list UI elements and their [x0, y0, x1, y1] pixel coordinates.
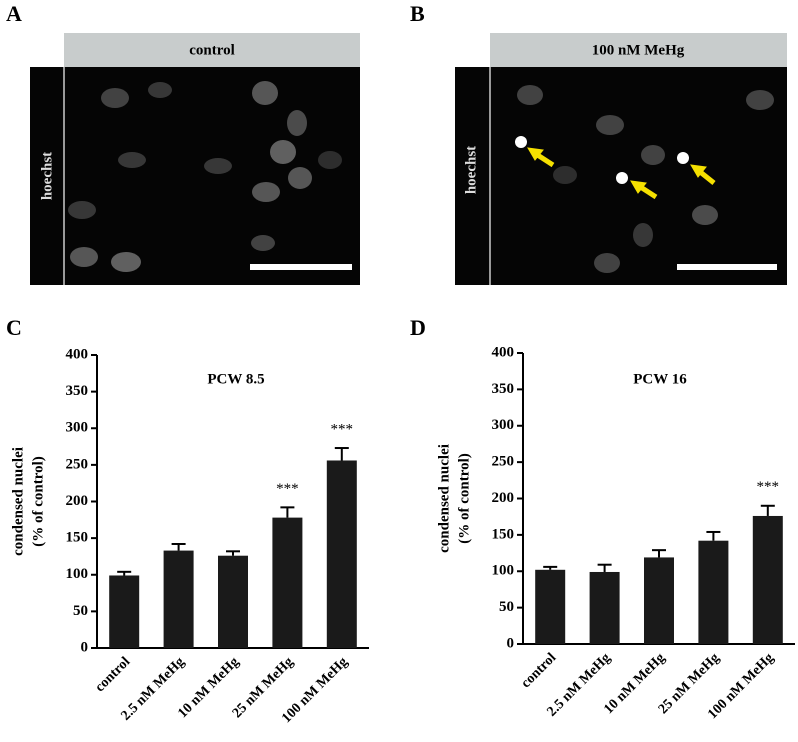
y-tick-label: 350	[492, 381, 515, 397]
bar	[698, 540, 729, 644]
bar	[535, 569, 566, 644]
y-tick-label: 150	[492, 526, 515, 542]
y-tick-label: 50	[73, 603, 88, 619]
significance: ***	[757, 479, 780, 495]
significance: ***	[331, 421, 354, 437]
chart-title: PCW 16	[633, 371, 687, 387]
panel-letter: C	[6, 315, 22, 340]
image-header	[490, 33, 787, 67]
x-tick-label: control	[93, 654, 134, 695]
condensed-nuclei	[515, 136, 689, 184]
y-tick-label: 200	[66, 493, 89, 509]
y-tick-label: 100	[492, 563, 515, 579]
y-tick-label: 400	[66, 346, 89, 362]
y-axis-label: condensed nuclei	[436, 444, 452, 553]
y-tick-label: 250	[492, 454, 515, 470]
y-tick-label: 0	[81, 639, 89, 655]
y-tick-label: 0	[507, 635, 515, 651]
y-axis-label: condensed nuclei	[10, 447, 26, 556]
y-tick-label: 100	[66, 566, 89, 582]
y-axis-label: (% of control)	[456, 453, 472, 544]
bar	[589, 571, 620, 644]
y-tick-label: 200	[492, 490, 515, 506]
bar	[218, 555, 248, 648]
y-tick-label: 400	[492, 344, 515, 360]
nuclei	[68, 81, 342, 272]
stain-label: hoechst	[463, 146, 479, 194]
chart-title: PCW 8.5	[207, 371, 264, 387]
bar	[109, 575, 140, 648]
nuclei	[517, 85, 774, 273]
y-tick-label: 350	[66, 383, 89, 399]
image-header-label: control	[189, 42, 235, 58]
image-header	[64, 33, 360, 67]
y-tick-label: 150	[66, 530, 89, 546]
panel-letter: D	[410, 315, 426, 340]
y-tick-label: 50	[499, 599, 514, 615]
scale-bar	[250, 264, 352, 270]
image-header-label: 100 nM MeHg	[592, 42, 685, 58]
panel-letter: B	[410, 1, 425, 26]
bar	[644, 557, 674, 644]
y-tick-label: 300	[66, 420, 89, 436]
y-axis-label: (% of control)	[30, 456, 46, 547]
y-tick-label: 300	[492, 417, 515, 433]
bar	[272, 517, 303, 648]
bar	[326, 460, 357, 648]
arrows	[527, 147, 716, 200]
y-tick-label: 250	[66, 456, 89, 472]
panel-letter: A	[6, 1, 22, 26]
significance: ***	[276, 481, 299, 497]
x-tick-label: control	[519, 650, 560, 691]
scale-bar	[677, 264, 777, 270]
stain-label: hoechst	[39, 152, 55, 200]
bar	[163, 550, 194, 648]
bar	[752, 515, 783, 644]
